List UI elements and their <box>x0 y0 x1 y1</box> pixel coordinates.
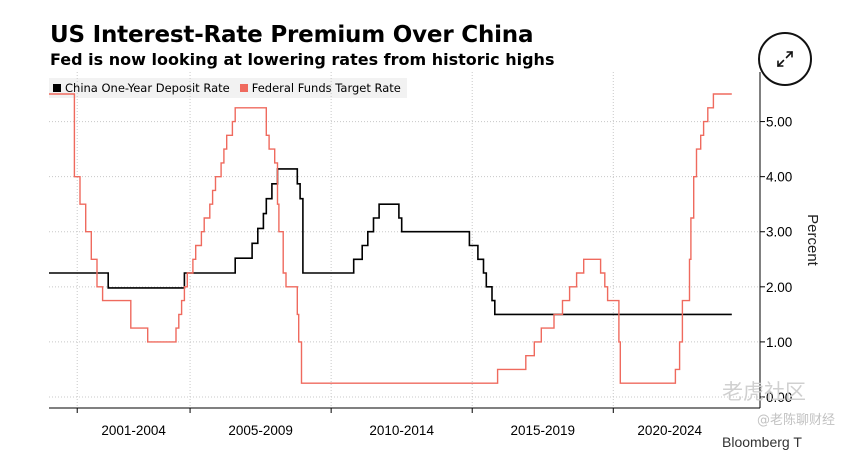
x-tick-label: 2020-2024 <box>637 423 702 438</box>
y-tick-label: 3.00 <box>766 225 792 240</box>
series-line-china-deposit-rate <box>49 168 732 316</box>
y-tick-label: 4.00 <box>766 170 792 185</box>
y-tick-label: 1.00 <box>766 335 792 350</box>
chart-title: US Interest-Rate Premium Over China <box>50 22 534 48</box>
y-tick-label: 0.00 <box>766 390 792 405</box>
y-tick-label: 5.00 <box>766 115 792 130</box>
series-line-fed-funds-rate <box>49 93 732 384</box>
y-tick-label: 2.00 <box>766 280 792 295</box>
legend-label-china: China One-Year Deposit Rate <box>65 81 230 95</box>
expand-button[interactable] <box>758 32 812 86</box>
legend-swatch-fed <box>239 84 248 92</box>
watermark-handle: @老陈聊财经 <box>757 413 836 428</box>
grid-layer <box>49 72 760 408</box>
legend-swatch-china <box>53 84 61 92</box>
chart-subtitle: Fed is now looking at lowering rates fro… <box>50 50 555 69</box>
x-tick-label: 2001-2004 <box>101 423 166 438</box>
x-tick-label: 2010-2014 <box>369 423 434 438</box>
x-tick-label: 2015-2019 <box>510 423 575 438</box>
axis-layer: 0.00 1.00 2.00 3.00 4.00 5.00 2001-2004 2005-20… <box>49 72 792 438</box>
legend-item-china-deposit-rate: China One-Year Deposit Rate <box>53 81 230 95</box>
source-label: Bloomberg T <box>722 434 802 450</box>
y-axis-label: Percent <box>804 214 821 267</box>
series-layer <box>49 93 732 384</box>
legend-item-fed-funds-rate: Federal Funds Target Rate <box>239 81 401 95</box>
watermark-text: 老虎社区 <box>722 380 806 404</box>
legend-label-fed: Federal Funds Target Rate <box>251 81 401 95</box>
expand-arrows-icon <box>777 51 793 67</box>
chart-legend: China One-Year Deposit Rate Federal Fund… <box>49 78 407 98</box>
x-tick-label: 2005-2009 <box>228 423 293 438</box>
